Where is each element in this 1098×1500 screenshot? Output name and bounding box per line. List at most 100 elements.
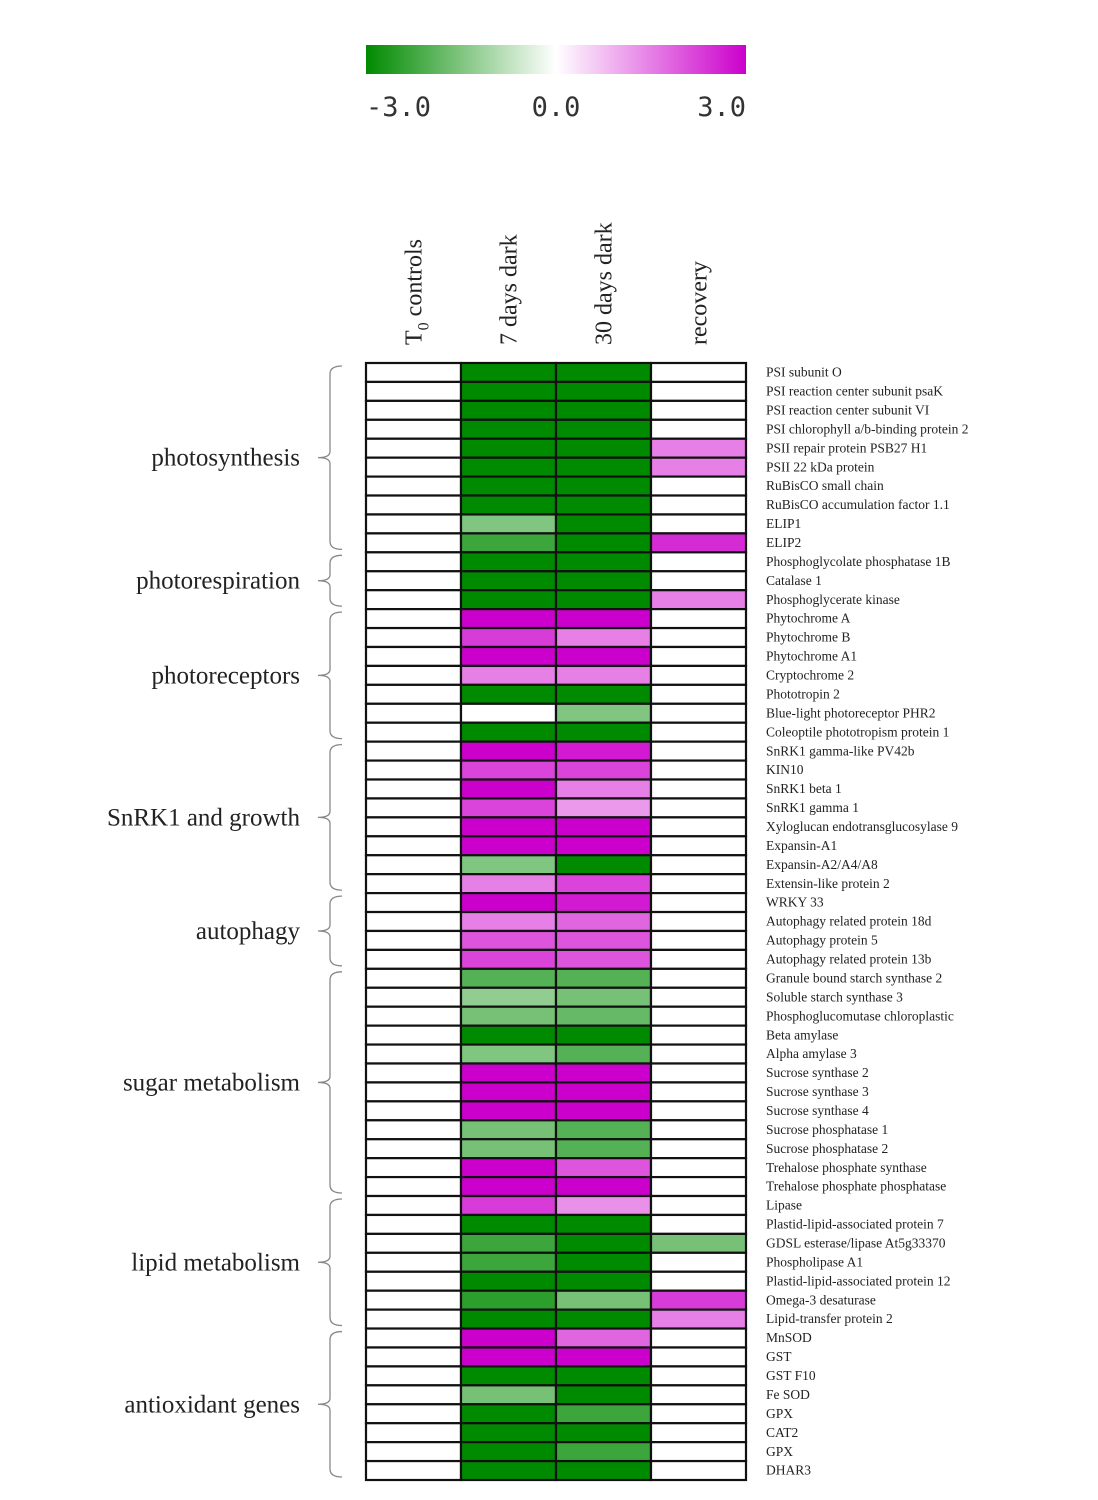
heatmap-cell bbox=[459, 1100, 558, 1122]
heatmap-cell bbox=[459, 532, 558, 554]
heatmap-cell bbox=[459, 1422, 558, 1444]
colorbar-tick-min: -3.0 bbox=[366, 92, 431, 123]
gene-label: PSI reaction center subunit psaK bbox=[766, 384, 943, 399]
heatmap-cell bbox=[554, 1346, 653, 1368]
group-bracket bbox=[317, 554, 343, 607]
heatmap-cell bbox=[649, 778, 748, 800]
heatmap-cell bbox=[459, 1459, 558, 1482]
heatmap-cell bbox=[554, 1175, 653, 1198]
heatmap-cell bbox=[554, 1365, 653, 1387]
gene-label: SnRK1 gamma 1 bbox=[766, 800, 859, 815]
heatmap-cell bbox=[459, 589, 558, 611]
heatmap-cell bbox=[459, 361, 558, 384]
heatmap-cell bbox=[649, 1365, 748, 1387]
heatmap-cell bbox=[649, 759, 748, 781]
gene-label: Plastid-lipid-associated protein 7 bbox=[766, 1217, 944, 1232]
group-bracket bbox=[317, 743, 343, 891]
heatmap-cell bbox=[649, 380, 748, 402]
gene-label: Sucrose phosphatase 2 bbox=[766, 1141, 888, 1156]
group-bracket bbox=[317, 611, 343, 740]
group-label: SnRK1 and growth bbox=[107, 804, 301, 831]
gene-label: Phosphoglucomutase chloroplastic bbox=[766, 1008, 954, 1023]
heatmap-cell bbox=[364, 929, 463, 951]
group-label: antioxidant genes bbox=[124, 1391, 300, 1418]
heatmap-cell bbox=[459, 551, 558, 573]
heatmap-cell bbox=[459, 1119, 558, 1141]
heatmap-cell bbox=[649, 1062, 748, 1084]
gene-label: Phosphoglycolate phosphatase 1B bbox=[766, 554, 950, 569]
heatmap-cell bbox=[459, 1157, 558, 1179]
gene-label: GST F10 bbox=[766, 1368, 816, 1383]
gene-label: Phosphoglycerate kinase bbox=[766, 592, 900, 607]
heatmap-cell bbox=[649, 702, 748, 724]
heatmap-cell bbox=[649, 437, 748, 459]
heatmap-cells bbox=[364, 361, 748, 1482]
heatmap-cell bbox=[554, 1308, 653, 1330]
gene-label: PSI subunit O bbox=[766, 365, 842, 380]
heatmap-cell bbox=[364, 589, 463, 611]
heatmap-cell bbox=[649, 361, 748, 384]
heatmap-cell bbox=[554, 1213, 653, 1235]
heatmap-cell bbox=[554, 1119, 653, 1141]
gene-label: Phospholipase A1 bbox=[766, 1254, 863, 1269]
heatmap-cell bbox=[649, 532, 748, 554]
heatmap-cell bbox=[459, 626, 558, 649]
gene-label: Catalase 1 bbox=[766, 573, 822, 588]
heatmap-cell bbox=[459, 778, 558, 800]
heatmap-cell bbox=[364, 1175, 463, 1198]
heatmap-cell bbox=[459, 1289, 558, 1311]
heatmap-cell bbox=[554, 1459, 653, 1482]
gene-label: Soluble starch synthase 3 bbox=[766, 989, 903, 1004]
heatmap-cell bbox=[364, 1365, 463, 1387]
heatmap-cell bbox=[554, 797, 653, 819]
heatmap-cell bbox=[554, 551, 653, 573]
heatmap-cell bbox=[554, 948, 653, 970]
heatmap-cell bbox=[554, 1081, 653, 1103]
heatmap-cell bbox=[554, 1005, 653, 1027]
heatmap-cell bbox=[459, 759, 558, 781]
heatmap-cell bbox=[459, 740, 558, 762]
heatmap-cell bbox=[459, 1062, 558, 1084]
heatmap-cell bbox=[649, 1005, 748, 1027]
heatmap-cell bbox=[649, 683, 748, 705]
heatmap-cell bbox=[554, 721, 653, 743]
heatmap-cell bbox=[649, 1024, 748, 1046]
heatmap-cell bbox=[554, 702, 653, 724]
heatmap-cell bbox=[364, 361, 463, 384]
heatmap-cell bbox=[364, 1081, 463, 1103]
heatmap-cell bbox=[649, 570, 748, 592]
heatmap-cell bbox=[364, 570, 463, 592]
heatmap-cell bbox=[649, 892, 748, 914]
group-bracket bbox=[317, 971, 343, 1194]
heatmap-cell bbox=[554, 854, 653, 876]
column-header-subscript: 0 bbox=[416, 322, 433, 330]
heatmap-cell bbox=[649, 797, 748, 819]
heatmap-cell bbox=[364, 702, 463, 724]
heatmap-cell bbox=[459, 1441, 558, 1463]
heatmap-cell bbox=[649, 1119, 748, 1141]
heatmap-cell bbox=[364, 437, 463, 459]
group-bracket bbox=[317, 1198, 343, 1327]
group-labels: photosynthesis photorespiration photorecep… bbox=[107, 365, 343, 1478]
heatmap-cell bbox=[554, 645, 653, 668]
heatmap-cell bbox=[554, 1232, 653, 1254]
heatmap-cell bbox=[364, 835, 463, 857]
heatmap-cell bbox=[649, 929, 748, 951]
heatmap-cell bbox=[364, 910, 463, 933]
gene-label: Phytochrome B bbox=[766, 630, 850, 645]
gene-label: KIN10 bbox=[766, 762, 804, 777]
heatmap-cell bbox=[364, 1459, 463, 1482]
heatmap-cell bbox=[364, 1327, 463, 1349]
gene-label: WRKY 33 bbox=[766, 895, 824, 910]
heatmap-cell bbox=[459, 1270, 558, 1292]
heatmap-cell bbox=[459, 645, 558, 668]
heatmap-cell bbox=[554, 626, 653, 649]
heatmap-cell bbox=[459, 608, 558, 630]
heatmap-cell bbox=[459, 456, 558, 478]
heatmap-cell bbox=[364, 1194, 463, 1217]
heatmap-cell bbox=[459, 1327, 558, 1349]
heatmap-cell bbox=[554, 1441, 653, 1463]
heatmap-cell bbox=[364, 1289, 463, 1311]
column-header: 30 days dark bbox=[592, 222, 618, 345]
